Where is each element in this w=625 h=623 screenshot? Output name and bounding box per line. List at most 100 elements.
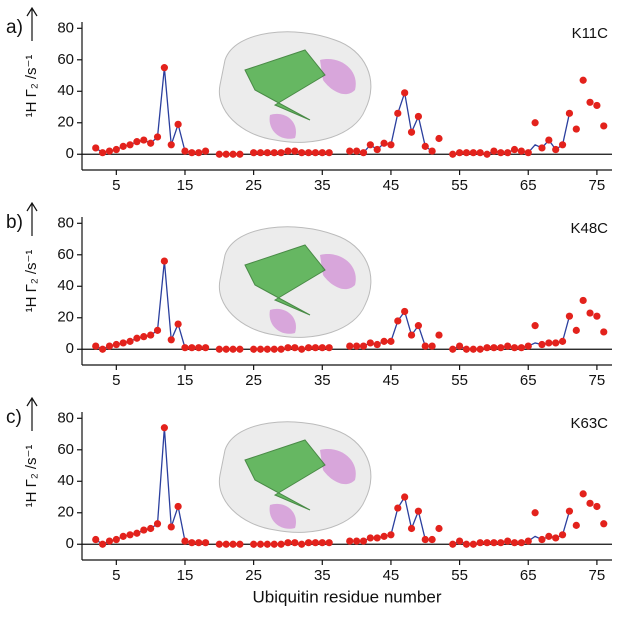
data-point (250, 345, 258, 353)
data-point (133, 529, 141, 537)
data-point (359, 149, 368, 157)
y-tick-label: 80 (57, 19, 74, 36)
data-point (92, 144, 100, 152)
data-point (490, 344, 498, 352)
data-point (435, 331, 443, 339)
data-point (572, 125, 580, 133)
data-point (545, 339, 553, 347)
data-point (140, 526, 148, 534)
data-point (147, 331, 155, 339)
data-point (483, 344, 491, 352)
panel-label: a) (6, 17, 23, 38)
data-point (552, 339, 560, 347)
data-point (181, 147, 189, 155)
data-point (524, 537, 532, 545)
data-point (304, 539, 313, 547)
data-point (455, 537, 464, 545)
data-point (373, 145, 381, 154)
y-tick-label: 0 (66, 535, 74, 552)
data-point (250, 540, 258, 548)
data-point (311, 539, 320, 547)
data-point (92, 535, 100, 544)
protein-fold (244, 244, 326, 316)
data-point (112, 145, 120, 154)
data-point (119, 339, 127, 347)
y-tick-label: 60 (57, 51, 74, 68)
data-point (215, 540, 223, 548)
data-point (455, 342, 464, 350)
data-point (98, 345, 107, 353)
data-point (428, 342, 436, 350)
data-point (304, 149, 313, 157)
data-point (455, 149, 464, 157)
data-point (98, 149, 107, 157)
data-point (236, 150, 244, 158)
y-tick-label: 20 (57, 309, 74, 326)
data-point (119, 142, 127, 150)
data-point (229, 150, 237, 158)
protein-patch (269, 308, 296, 334)
data-point (160, 257, 168, 265)
data-point (188, 539, 196, 547)
data-point (586, 499, 594, 507)
data-point (112, 535, 120, 544)
data-point (449, 150, 457, 158)
data-point (222, 345, 230, 353)
y-label-arrow (26, 201, 38, 236)
data-point (236, 540, 244, 548)
y-tick-label: 0 (66, 340, 74, 357)
data-point (140, 333, 148, 341)
data-point (421, 342, 429, 350)
data-point (593, 312, 601, 320)
x-tick-label: 45 (383, 567, 400, 584)
x-tick-label: 5 (112, 567, 120, 584)
data-point (483, 539, 491, 547)
data-point (414, 507, 422, 515)
data-point (291, 147, 299, 155)
data-point (167, 336, 175, 344)
data-point (476, 539, 484, 547)
y-tick-label: 40 (57, 277, 74, 294)
data-point (565, 109, 574, 117)
y-label-arrow (26, 396, 38, 431)
data-point (462, 540, 471, 548)
data-point (579, 296, 587, 305)
data-point (469, 345, 477, 353)
data-point (256, 149, 265, 157)
x-tick-label: 15 (177, 177, 194, 194)
data-point (112, 340, 120, 349)
data-point (504, 342, 512, 350)
data-point (366, 141, 374, 149)
data-point (407, 331, 416, 339)
data-point (105, 147, 114, 155)
data-point (387, 531, 395, 539)
protein-image (218, 31, 372, 143)
data-point (92, 342, 100, 350)
data-point (153, 520, 162, 528)
data-point (229, 345, 237, 353)
data-point (414, 322, 422, 330)
protein-image (218, 226, 372, 338)
data-point (318, 149, 326, 157)
x-tick-label: 35 (314, 177, 331, 194)
protein-fold (244, 439, 326, 511)
data-point (373, 534, 381, 542)
data-point (538, 340, 546, 349)
data-point (558, 531, 567, 539)
y-axis-label: ¹H Γ₂ /s⁻¹ (23, 250, 40, 313)
data-point (263, 540, 271, 548)
data-point (380, 532, 388, 540)
data-point (552, 145, 560, 154)
protein-patch (269, 113, 296, 139)
data-point (318, 344, 326, 352)
data-point (462, 149, 471, 157)
data-point (215, 345, 223, 353)
y-axis-label: ¹H Γ₂ /s⁻¹ (23, 445, 40, 508)
data-point (284, 539, 292, 547)
x-tick-label: 65 (520, 567, 537, 584)
data-point (325, 149, 333, 157)
data-point (359, 537, 368, 545)
data-point (394, 317, 402, 325)
data-point (188, 149, 196, 157)
data-point (346, 147, 354, 155)
